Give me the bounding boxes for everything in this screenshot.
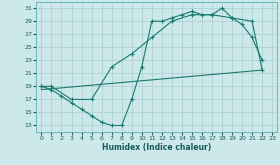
X-axis label: Humidex (Indice chaleur): Humidex (Indice chaleur) (102, 143, 211, 152)
